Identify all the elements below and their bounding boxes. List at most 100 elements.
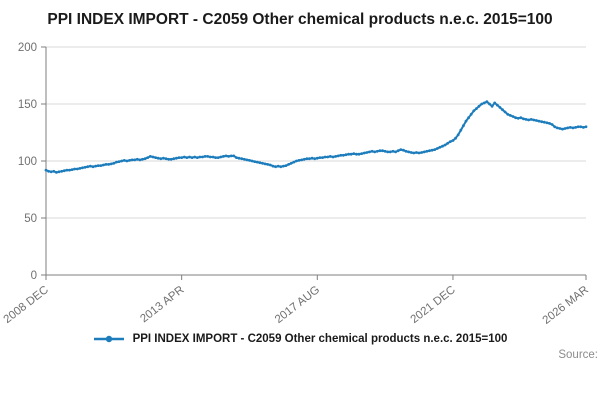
data-point <box>443 143 447 147</box>
data-point <box>292 160 296 164</box>
data-point <box>446 141 450 145</box>
data-point <box>107 162 110 166</box>
data-point <box>60 169 64 173</box>
data-point <box>125 159 129 163</box>
data-point <box>198 155 202 159</box>
data-point <box>159 156 163 160</box>
data-point <box>357 152 361 156</box>
data-point <box>404 149 408 153</box>
data-point <box>527 118 530 122</box>
data-point <box>485 99 489 103</box>
data-point <box>96 163 100 167</box>
data-point <box>190 155 194 159</box>
data-point <box>336 154 340 157</box>
x-axis-label: 2021 DEC <box>409 284 458 326</box>
data-point <box>235 155 238 159</box>
data-point <box>490 104 494 108</box>
data-point <box>195 155 199 159</box>
data-point <box>115 160 118 164</box>
data-point <box>503 110 507 114</box>
data-point <box>284 163 288 167</box>
data-point <box>535 118 538 122</box>
data-point <box>488 102 491 106</box>
data-point <box>237 156 241 160</box>
data-point <box>342 153 345 157</box>
data-point <box>448 139 452 143</box>
data-point <box>289 161 293 165</box>
data-point <box>55 170 58 174</box>
data-point <box>347 152 350 156</box>
data-point <box>412 151 416 155</box>
data-point <box>245 158 249 161</box>
y-axis-label: 200 <box>18 42 37 54</box>
data-point <box>175 156 178 160</box>
data-point <box>167 157 171 161</box>
data-point <box>378 148 382 152</box>
data-point <box>261 161 264 165</box>
data-point <box>193 155 197 159</box>
data-point <box>430 148 434 152</box>
data-point <box>495 103 499 107</box>
data-point <box>102 163 105 167</box>
data-point <box>73 167 77 171</box>
data-point <box>135 157 139 161</box>
data-point <box>122 158 126 162</box>
data-point <box>381 148 384 152</box>
y-axis-label: 50 <box>24 213 37 225</box>
data-point <box>271 164 275 168</box>
data-point <box>537 119 541 123</box>
data-point <box>112 161 116 165</box>
data-point <box>148 154 152 158</box>
data-point <box>154 155 158 159</box>
data-point <box>370 149 374 153</box>
data-point <box>258 160 262 164</box>
data-point <box>451 138 455 142</box>
data-point <box>70 167 74 171</box>
data-point <box>216 155 220 159</box>
data-point <box>516 116 520 120</box>
data-point <box>441 144 444 148</box>
data-point <box>415 150 418 154</box>
data-point <box>407 150 410 153</box>
x-axis-label: 2017 AUG <box>273 284 322 326</box>
data-point <box>81 166 84 169</box>
data-point <box>391 149 395 153</box>
data-point <box>540 119 544 123</box>
data-point <box>255 160 259 164</box>
data-point <box>362 151 366 155</box>
data-point <box>151 155 155 159</box>
data-point <box>172 156 176 160</box>
data-point <box>321 155 324 159</box>
data-point <box>545 121 549 124</box>
data-point <box>227 154 231 158</box>
data-point <box>109 162 113 165</box>
data-point <box>553 125 557 128</box>
data-point <box>128 158 131 162</box>
data-point <box>78 166 82 170</box>
data-point <box>180 155 184 159</box>
data-point <box>52 169 56 173</box>
x-axis-label: 2013 APR <box>138 284 186 325</box>
data-point <box>428 148 431 152</box>
data-point <box>164 156 168 160</box>
data-point <box>188 155 191 159</box>
data-point <box>548 121 551 125</box>
data-point <box>177 155 181 159</box>
data-point <box>214 155 218 159</box>
data-point <box>313 156 317 160</box>
data-point <box>276 164 280 168</box>
data-point <box>248 158 251 162</box>
data-point <box>141 157 144 161</box>
data-point <box>203 154 207 158</box>
y-axis-label: 0 <box>31 270 37 282</box>
data-point <box>420 150 424 154</box>
data-point <box>224 154 228 157</box>
data-point <box>266 162 270 166</box>
data-point <box>477 104 481 108</box>
data-point <box>532 118 536 122</box>
data-point <box>287 162 290 166</box>
data-point <box>402 148 405 152</box>
data-point <box>344 152 348 156</box>
chart-title: PPI INDEX IMPORT - C2059 Other chemical … <box>47 11 553 28</box>
data-point <box>519 115 523 119</box>
